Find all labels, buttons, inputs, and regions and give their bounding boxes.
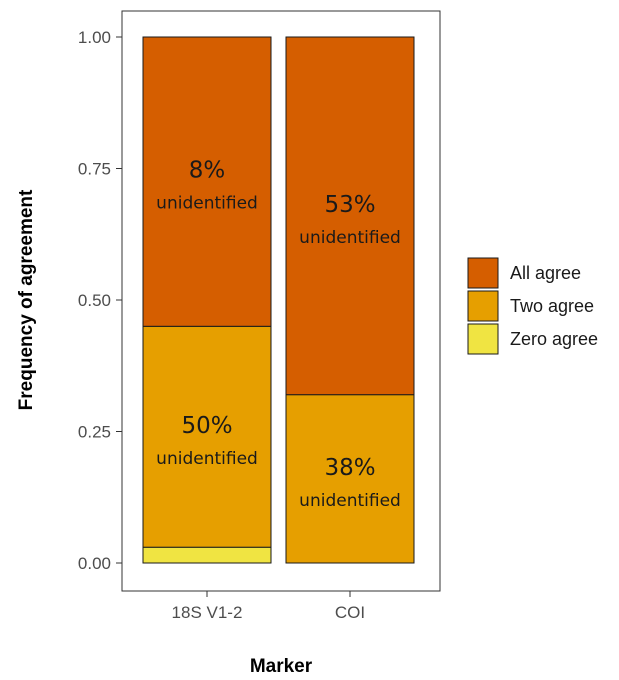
bar-annotation-percent: 53%	[324, 192, 375, 218]
bar-annotation-text: unidentified	[299, 491, 401, 511]
bar-annotation-percent: 50%	[181, 413, 232, 439]
bar-annotation-text: unidentified	[156, 194, 258, 214]
bar-segment	[142, 546, 272, 564]
legend-label: Zero agree	[510, 329, 598, 349]
bar-annotation-percent: 38%	[324, 455, 375, 481]
bar-segment	[285, 394, 415, 564]
y-tick-label: 0.25	[78, 423, 111, 442]
legend-label: All agree	[510, 263, 581, 283]
y-tick-label: 0.00	[78, 554, 111, 573]
bar-segment	[142, 36, 272, 327]
y-tick-label: 0.75	[78, 160, 111, 179]
legend-key	[467, 257, 499, 289]
y-axis: 0.00 0.25 0.50 0.75 1.00	[78, 28, 122, 573]
x-axis: 18S V1-2 COI	[172, 591, 365, 622]
legend: All agree Two agree Zero agree	[467, 257, 598, 355]
y-tick-label: 1.00	[78, 28, 111, 47]
x-tick-label: 18S V1-2	[172, 603, 243, 622]
legend-label: Two agree	[510, 296, 594, 316]
legend-key	[467, 323, 499, 355]
bars	[142, 36, 415, 564]
bar-annotation-percent: 8%	[189, 158, 226, 184]
bar-annotation-text: unidentified	[299, 228, 401, 248]
y-tick-label: 0.50	[78, 291, 111, 310]
bar-annotations: 8% unidentified 50% unidentified 53% unidenti…	[156, 158, 401, 511]
legend-key	[467, 290, 499, 322]
bar-annotation-text: unidentified	[156, 449, 258, 469]
x-axis-title: Marker	[250, 656, 313, 677]
x-tick-label: COI	[335, 603, 365, 622]
y-axis-title: Frequency of agreement	[16, 189, 37, 410]
bar-segment	[285, 36, 415, 396]
bar-segment	[142, 325, 272, 548]
